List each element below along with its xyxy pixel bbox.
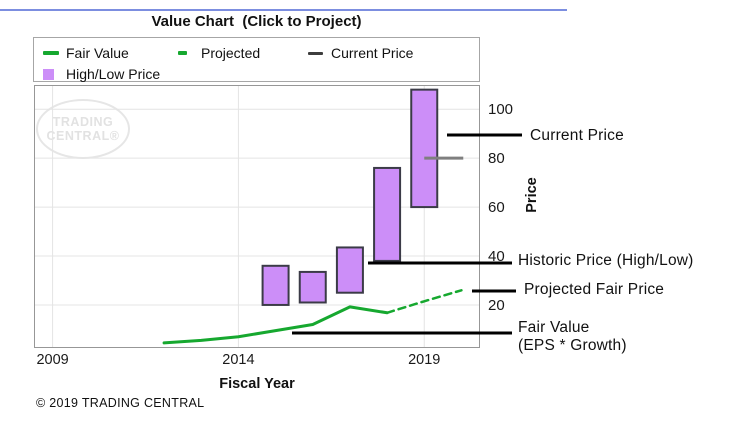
high-low-bar-2018[interactable] [373, 166, 402, 262]
watermark-line1: TRADING [52, 115, 114, 129]
x-tick-label: 2014 [222, 352, 254, 368]
high-low-bar-2017[interactable] [335, 246, 364, 294]
legend-item-projected: Projected [178, 43, 260, 63]
chart-legend: Fair Value Projected Current Price High/… [33, 37, 480, 82]
y-tick-label: 20 [488, 297, 505, 314]
page-title: Value Chart (Click to Project) [151, 13, 362, 30]
plot-frame [34, 85, 480, 348]
y-tick-label: 80 [488, 150, 505, 167]
current-price-line-icon [308, 51, 323, 55]
high-low-bar-2019[interactable] [410, 88, 439, 209]
watermark-line2: CENTRAL® [46, 129, 120, 143]
top-rule [0, 9, 567, 11]
y-tick-label: 40 [488, 248, 505, 265]
fair-value-line-icon [43, 51, 59, 55]
projected-line-icon [178, 51, 187, 55]
legend-label-current-price: Current Price [331, 45, 414, 61]
x-tick-label: 2019 [408, 352, 440, 368]
legend-label-fair-value: Fair Value [66, 45, 129, 61]
y-tick-label: 60 [488, 199, 505, 216]
x-tick-label: 2009 [36, 352, 68, 368]
projected-line [385, 289, 463, 315]
y-tick-label: 100 [488, 101, 513, 118]
high-low-swatch-icon [43, 68, 54, 80]
legend-label-projected: Projected [201, 45, 261, 61]
legend-item-high-low: High/Low Price [43, 64, 160, 84]
legend-item-fair-value: Fair Value [43, 43, 129, 63]
legend-item-current-price: Current Price [308, 43, 413, 63]
fair-value-line [162, 305, 389, 345]
high-low-bar-2015[interactable] [261, 264, 290, 306]
legend-label-high-low: High/Low Price [66, 66, 161, 82]
high-low-bar-2016[interactable] [298, 270, 327, 304]
